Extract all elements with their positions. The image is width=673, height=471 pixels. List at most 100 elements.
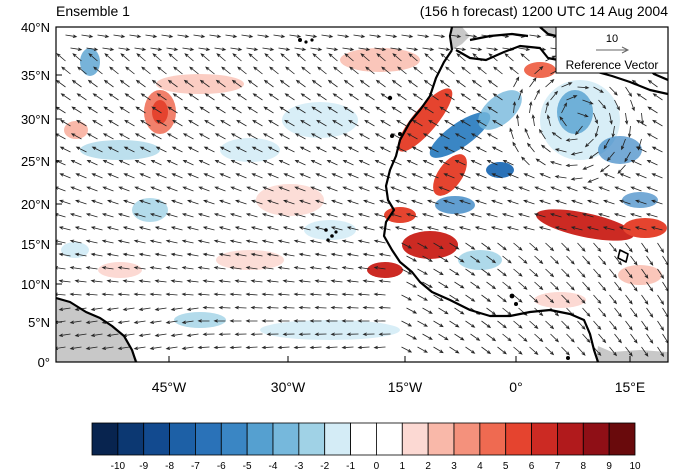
coastline-lake-chad xyxy=(617,249,629,263)
wind-vector-arrow xyxy=(85,346,98,350)
wind-vector-arrow xyxy=(321,34,334,38)
wind-vector-arrow xyxy=(279,79,290,88)
wind-vector-arrow xyxy=(586,226,599,231)
wind-vector-arrow xyxy=(186,279,199,283)
wind-vector-arrow xyxy=(314,279,327,283)
wind-vector-arrow xyxy=(310,133,322,140)
wind-vector-arrow xyxy=(641,320,649,331)
wind-vector-arrow xyxy=(561,102,567,114)
wind-vector-arrow xyxy=(56,186,66,192)
wind-vectors xyxy=(56,34,668,358)
wind-vector-arrow xyxy=(357,213,370,218)
wind-vector-arrow xyxy=(197,345,210,350)
wind-vector-arrow xyxy=(429,66,439,75)
wind-vector-arrow xyxy=(509,127,514,140)
wind-vector-arrow xyxy=(395,173,407,179)
wind-vector-arrow xyxy=(481,320,492,329)
wind-vector-arrow xyxy=(154,307,167,311)
wind-vector-arrow xyxy=(150,186,162,192)
wind-vector-arrow xyxy=(651,199,663,205)
wind-vector-arrow xyxy=(646,133,658,140)
wind-vector-arrow xyxy=(509,66,519,75)
wind-vector-arrow xyxy=(476,93,487,101)
wind-vector-arrow xyxy=(187,199,199,205)
wind-vector-arrow xyxy=(230,159,242,166)
wind-vector-arrow xyxy=(59,173,71,179)
wind-vector-arrow xyxy=(619,199,631,205)
wind-vector-arrow xyxy=(71,106,82,114)
wind-vector-arrow xyxy=(593,268,602,279)
wind-vector-arrow xyxy=(88,53,98,62)
wind-vector-arrow xyxy=(266,279,279,283)
shade-pos xyxy=(433,154,467,196)
wind-vector-arrow xyxy=(492,93,503,101)
lat-tick: 5°N xyxy=(28,315,62,330)
wind-vector-arrow xyxy=(186,333,199,337)
wind-vector-arrow xyxy=(630,307,638,318)
island-cape-verde xyxy=(326,238,330,242)
shade-neg xyxy=(458,250,502,270)
wind-vector-arrow xyxy=(261,345,274,350)
wind-vector-arrow xyxy=(245,292,258,297)
coastline-south-america xyxy=(56,296,138,362)
wind-vector-arrow xyxy=(540,144,551,153)
colorbar-swatch xyxy=(246,422,274,456)
colorbar-tick-label: 10 xyxy=(629,461,641,471)
wind-vector-arrow xyxy=(529,320,539,329)
ensemble-title: Ensemble 1 xyxy=(56,3,130,19)
wind-vector-arrow xyxy=(470,186,482,192)
shade-pos xyxy=(618,265,662,285)
wind-vector-arrow xyxy=(282,305,295,310)
wind-vector-arrow xyxy=(518,255,528,264)
wind-vector-arrow xyxy=(188,119,199,127)
wind-vector-arrow xyxy=(469,213,482,218)
wind-vector-arrow xyxy=(390,47,403,51)
wind-vector-arrow xyxy=(524,127,530,140)
wind-vector-arrow xyxy=(314,252,327,257)
wind-vector-arrow xyxy=(611,125,615,138)
reference-vector-magnitude: 10 xyxy=(606,33,618,45)
wind-vector-arrow xyxy=(353,34,366,38)
wind-vector-arrow xyxy=(326,159,338,166)
wind-vector-arrow xyxy=(138,333,151,337)
shade-neg xyxy=(622,192,658,208)
wind-vector-arrow xyxy=(486,47,499,51)
wind-vector-arrow xyxy=(235,173,247,179)
wind-vector-arrow xyxy=(310,47,323,51)
wind-vector-arrow xyxy=(85,213,98,218)
wind-vector-arrow xyxy=(151,106,162,114)
wind-vector-arrow xyxy=(490,226,503,231)
wind-vector-arrow xyxy=(609,268,618,279)
wind-vector-arrow xyxy=(97,34,110,38)
wind-vector-arrow xyxy=(438,133,450,140)
wind-vector-arrow xyxy=(577,85,590,90)
wind-vector-arrow xyxy=(102,47,115,51)
wind-vector-arrow xyxy=(565,163,578,168)
wind-vector-arrow xyxy=(635,199,647,205)
colorbar-tick-label: -5 xyxy=(243,461,252,471)
wind-vector-arrow xyxy=(343,106,354,114)
wind-vector-arrow xyxy=(277,292,290,297)
wind-vector-arrow xyxy=(378,279,391,283)
wind-vector-arrow xyxy=(625,242,633,253)
wind-vector-arrow xyxy=(172,119,183,127)
wind-vector-arrow xyxy=(186,252,199,257)
wind-vector-arrow xyxy=(156,119,167,127)
wind-vector-arrow xyxy=(325,319,338,323)
wind-vector-arrow xyxy=(261,213,274,218)
wind-vector-arrow xyxy=(138,307,151,311)
reference-vector-label: Reference Vector xyxy=(566,58,659,72)
wind-vector-arrow xyxy=(551,131,562,140)
wind-vector-arrow xyxy=(609,294,618,305)
colorbar-tick-label: 7 xyxy=(555,461,561,471)
wind-vector-arrow xyxy=(76,119,87,127)
wind-vector-arrow xyxy=(101,292,114,297)
wind-vector-arrow xyxy=(277,239,290,244)
map-panel: 10 Reference Vector xyxy=(55,26,669,363)
wind-vector-arrow xyxy=(515,114,520,127)
wind-vector-arrow xyxy=(593,294,602,305)
shade-neg xyxy=(132,198,168,222)
wind-vector-arrow xyxy=(349,66,359,75)
wind-vector-arrow xyxy=(427,146,439,153)
wind-vector-arrow xyxy=(344,53,354,62)
